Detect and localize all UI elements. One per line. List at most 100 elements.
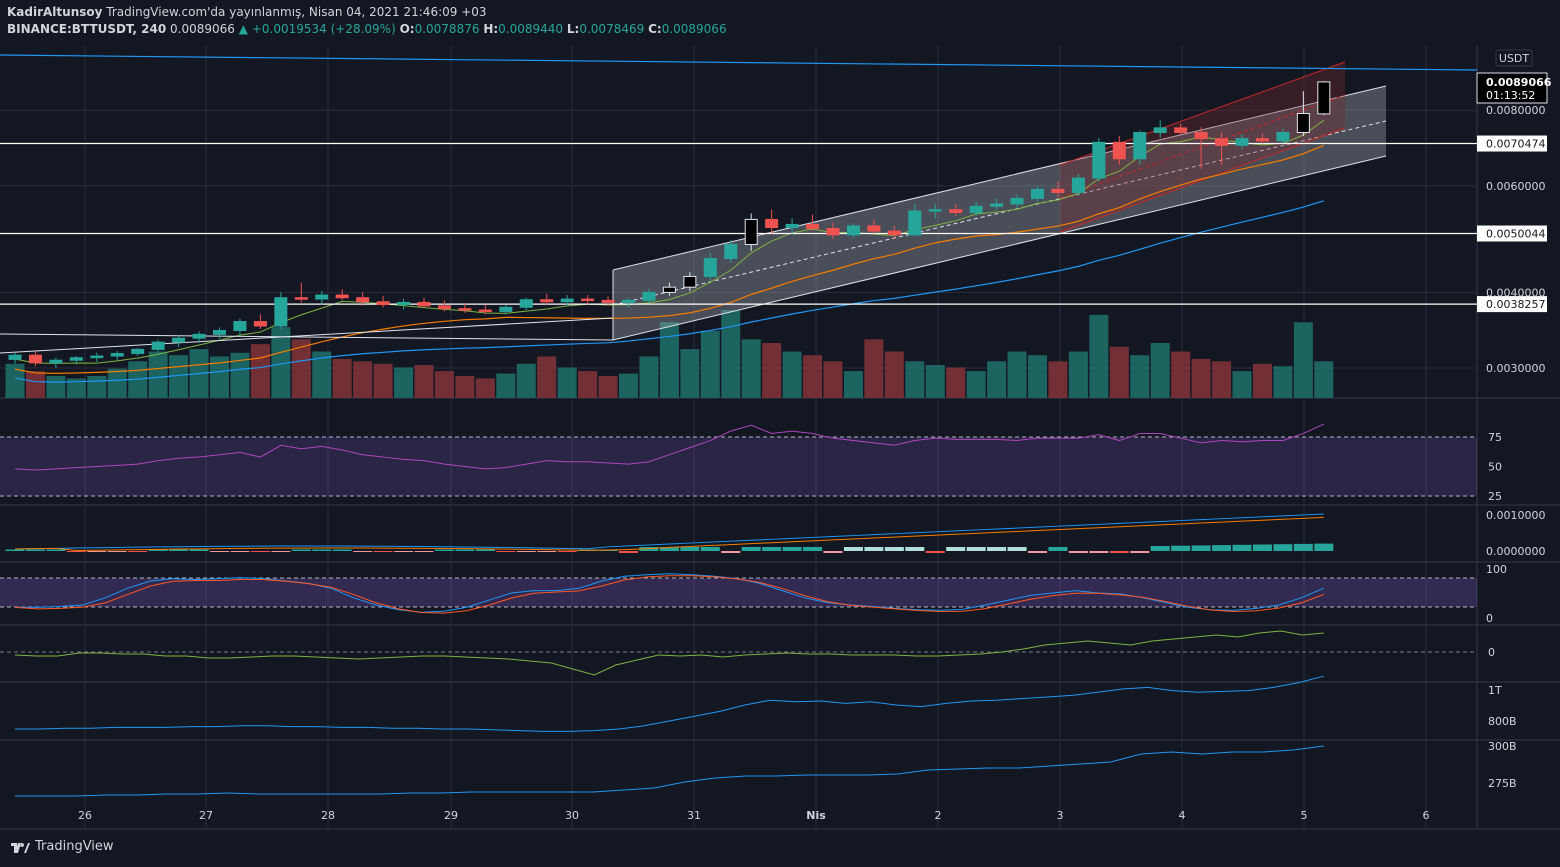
rsi-level-label: 25 — [1488, 490, 1502, 503]
x-tick-label: 29 — [444, 809, 458, 822]
macd-hist-bar — [823, 551, 843, 553]
macd-hist-bar — [619, 551, 638, 553]
rsi-pane: 75 50 25 — [0, 423, 1502, 503]
candle-body — [28, 354, 42, 364]
candle-body — [233, 321, 247, 332]
red-channel-lower — [1059, 127, 1346, 233]
macd-hist-bar — [1048, 547, 1068, 551]
close-label: C: — [648, 22, 662, 36]
macd-level-label: 0.0010000 — [1486, 509, 1546, 522]
macd-hist-bar — [966, 547, 986, 551]
candle-body — [806, 223, 820, 230]
macd-hist-bar — [537, 551, 557, 552]
volume-bar — [271, 327, 291, 398]
candle-body — [1255, 138, 1269, 142]
volume-bar — [966, 371, 986, 398]
candle-body — [1174, 127, 1188, 133]
price-axis: USDT 0.0080000 0.0060000 0.0040000 0.0030000… — [1476, 49, 1552, 375]
obv-pane: 1T 800B — [15, 675, 1517, 732]
y-tick-label: 0.0060000 — [1486, 180, 1546, 193]
macd-hist-bar — [925, 551, 945, 553]
volume-bar — [1109, 346, 1129, 398]
x-tick-label: 28 — [321, 809, 335, 822]
macd-hist-bar — [1007, 547, 1027, 551]
candle-body — [846, 225, 860, 236]
candle-body — [8, 354, 22, 360]
tradingview-logo[interactable]: TradingView — [10, 839, 114, 854]
candle-body — [356, 297, 370, 303]
candle-body — [560, 298, 574, 303]
x-tick-label: Nis — [806, 809, 826, 822]
ma-mid-line — [14, 144, 1325, 374]
high-label: H: — [483, 22, 499, 36]
volume-bar — [332, 358, 352, 398]
volume-bar — [557, 367, 577, 398]
red-channel-fill — [1060, 62, 1345, 232]
volume-bar — [1293, 322, 1313, 398]
candle-body — [785, 223, 799, 229]
volume-bar — [66, 378, 86, 398]
macd-pane: 0.0010000 0.0000000 — [5, 509, 1546, 558]
oscillator-pane: 0 — [0, 630, 1495, 676]
x-tick-label: 4 — [1179, 809, 1186, 822]
moving-averages — [0, 54, 1478, 383]
volume-bar — [843, 371, 863, 398]
low-value: 0.0078469 — [579, 22, 645, 36]
volume-bar — [291, 339, 311, 398]
macd-hist-bar — [680, 547, 700, 551]
candle-body — [1092, 141, 1106, 179]
x-tick-label: 6 — [1423, 809, 1430, 822]
candle-body — [703, 258, 717, 277]
symbol[interactable]: BINANCE:BTTUSDT, 240 — [7, 22, 167, 36]
volume-bar — [1252, 363, 1272, 398]
volume-bar — [762, 343, 782, 398]
macd-hist-bar — [128, 551, 148, 552]
volume-bar — [1130, 355, 1150, 398]
stoch-level-label: 0 — [1486, 612, 1493, 625]
y-tick-label: 0.0040000 — [1486, 286, 1546, 299]
candle-body — [1153, 127, 1167, 133]
volume-bar — [434, 371, 454, 398]
volume-bar — [987, 361, 1007, 398]
volume-bar — [721, 310, 741, 398]
macd-hist-bar — [1089, 551, 1109, 553]
macd-hist-bar — [1130, 551, 1150, 553]
macd-hist-bar — [455, 549, 475, 551]
volume-bar — [394, 367, 414, 398]
close-value: 0.0089066 — [661, 22, 727, 36]
candle-body — [1215, 138, 1229, 146]
volume-bar — [782, 351, 802, 398]
rsi-line — [14, 423, 1325, 471]
change: +0.0019534 (+28.09%) — [251, 22, 396, 36]
candle-body — [1235, 138, 1249, 146]
volume-bar — [1273, 366, 1293, 398]
macd-hist-bar — [864, 547, 884, 551]
macd-hist-bar — [905, 547, 925, 551]
stoch-band — [0, 578, 1477, 607]
long-trend-line — [0, 54, 1478, 71]
published-text: TradingView.com'da yayınlanmış, Nisan 04… — [106, 5, 487, 19]
volume-bar — [475, 378, 495, 398]
macd-hist-bar — [1212, 545, 1232, 551]
macd-hist-bar — [1232, 544, 1252, 551]
horizontal-levels: 0.0070474 0.0050044 0.0038257 — [0, 135, 1547, 313]
rsi-level-label: 75 — [1488, 431, 1502, 444]
y-tick-label: 0.0030000 — [1486, 362, 1546, 375]
volume-bar — [680, 349, 700, 398]
volume-bar — [496, 373, 516, 398]
volume-bar — [1191, 358, 1211, 398]
macd-hist-bar — [557, 551, 577, 552]
macd-hist-bar — [210, 551, 229, 552]
candle-body — [213, 330, 226, 335]
macd-hist-bar — [1293, 543, 1313, 551]
volume-bar — [1232, 371, 1252, 398]
volume-bar — [578, 371, 598, 398]
osc-line — [14, 630, 1324, 676]
macd-hist-bar — [700, 547, 720, 551]
candles — [8, 81, 1331, 368]
macd-hist-bar — [1273, 544, 1293, 551]
pane-bg-5 — [0, 683, 1560, 740]
macd-hist-bar — [1252, 544, 1272, 551]
candle-body — [826, 228, 840, 236]
